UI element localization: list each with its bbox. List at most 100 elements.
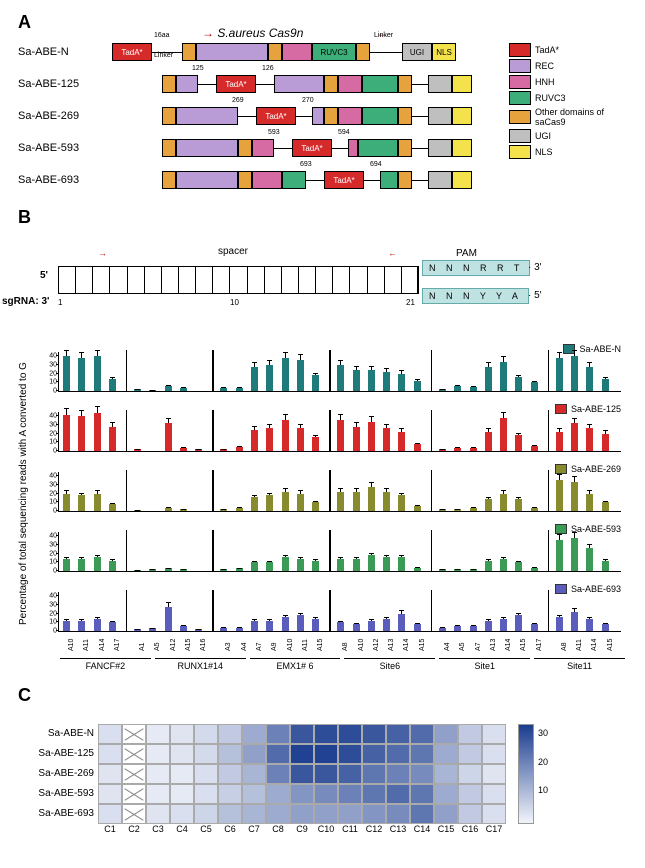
bar (500, 362, 507, 391)
heatmap-cell (266, 804, 290, 824)
construct-bar: TadA*269270 (112, 104, 482, 128)
x-label: A8 (342, 642, 349, 651)
heatmap-cell (218, 784, 242, 804)
bar (398, 614, 405, 631)
bar (134, 389, 141, 391)
bar (515, 435, 522, 451)
heatmap-cell (290, 744, 314, 764)
bar (586, 494, 593, 511)
bar (180, 509, 187, 511)
heatmap-cell (338, 724, 362, 744)
bar (353, 624, 360, 631)
heatmap-row-label: Sa-ABE-269 (18, 764, 98, 784)
heatmap-cell (458, 764, 482, 784)
segment-Other (398, 139, 412, 157)
heatmap-cell (146, 744, 170, 764)
x-label: A11 (576, 639, 583, 651)
bar (195, 629, 202, 631)
heatmap-cell (170, 764, 194, 784)
construct-bar: TadA*RUVC3UGINLS→ S.aureus Cas9n ←16aaLi… (112, 40, 482, 64)
chart-area: 010203040 (58, 352, 621, 392)
bar (571, 482, 578, 511)
bar (485, 621, 492, 631)
segment-Other (162, 171, 176, 189)
bar (470, 448, 477, 451)
x-label: A14 (505, 639, 512, 651)
bar (180, 388, 187, 391)
bar (165, 568, 172, 571)
bar (398, 374, 405, 391)
bar (500, 418, 507, 451)
heatmap-cell (122, 724, 146, 744)
bar (266, 621, 273, 631)
construct-label: Sa-ABE-N (18, 46, 104, 58)
title-italic: → S.aureus Cas9n ← (202, 26, 389, 40)
bar (94, 413, 101, 451)
chart-row: Sa-ABE-693A10A11A14A17A1A5A12A15A16A3A4A… (36, 586, 627, 642)
segment-Other (268, 43, 282, 61)
heatmap-cell (218, 804, 242, 824)
heatmap-cell (122, 764, 146, 784)
chart-area: 010203040 (58, 472, 621, 512)
segment-Other (324, 107, 338, 125)
bar (109, 427, 116, 451)
chart-area: 010203040 (58, 592, 621, 632)
construct-label: Sa-ABE-269 (18, 110, 104, 122)
bar (63, 559, 70, 571)
chart-area: 010203040 (58, 532, 621, 572)
heatmap-cell (266, 744, 290, 764)
bar (78, 495, 85, 511)
construct-row: Sa-ABE-693TadA*693694 (18, 167, 627, 193)
bar (368, 487, 375, 511)
bar (220, 569, 227, 571)
construct-bar: TadA*593594 (112, 136, 482, 160)
construct-label: Sa-ABE-125 (18, 78, 104, 90)
heatmap-col-label: C1 (98, 824, 122, 834)
x-label: A3 (225, 642, 232, 651)
bar (531, 446, 538, 451)
heatmap-cell (146, 724, 170, 744)
x-label: A4 (444, 642, 451, 651)
bar (78, 416, 85, 451)
x-label: A13 (490, 639, 497, 651)
bar (368, 621, 375, 631)
construct-bar: TadA*125126 (112, 72, 482, 96)
heatmap-cell (290, 784, 314, 804)
bar (63, 356, 70, 391)
bar (266, 428, 273, 451)
bar (297, 360, 304, 391)
site-label: FANCF#2 (60, 658, 151, 671)
bar (165, 607, 172, 631)
bar (414, 568, 421, 571)
heatmap-cell (146, 764, 170, 784)
segment-Other (162, 139, 176, 157)
heatmap-col-label: C13 (386, 824, 410, 834)
bar (109, 561, 116, 571)
legend-item: NLS (509, 145, 635, 159)
bar (602, 379, 609, 391)
bar (266, 562, 273, 571)
heatmap-cell (362, 804, 386, 824)
heatmap-col-label: C3 (146, 824, 170, 834)
bar (454, 626, 461, 631)
segment-UGI (428, 107, 452, 125)
heatmap-cell (386, 804, 410, 824)
bar (109, 379, 116, 391)
x-label: A5 (154, 642, 161, 651)
bar (602, 561, 609, 571)
heatmap-cell (482, 804, 506, 824)
x-label: A12 (170, 639, 177, 651)
bar (251, 562, 258, 571)
bar (368, 422, 375, 451)
heatmap-cell (362, 764, 386, 784)
heatmap-cell (482, 744, 506, 764)
bar (414, 444, 421, 451)
bar (312, 561, 319, 571)
bar (439, 628, 446, 631)
bar (470, 626, 477, 631)
bar (282, 557, 289, 571)
segment-RUVC3 (380, 171, 398, 189)
bar (602, 624, 609, 631)
bar (439, 509, 446, 511)
heatmap-cell (458, 744, 482, 764)
